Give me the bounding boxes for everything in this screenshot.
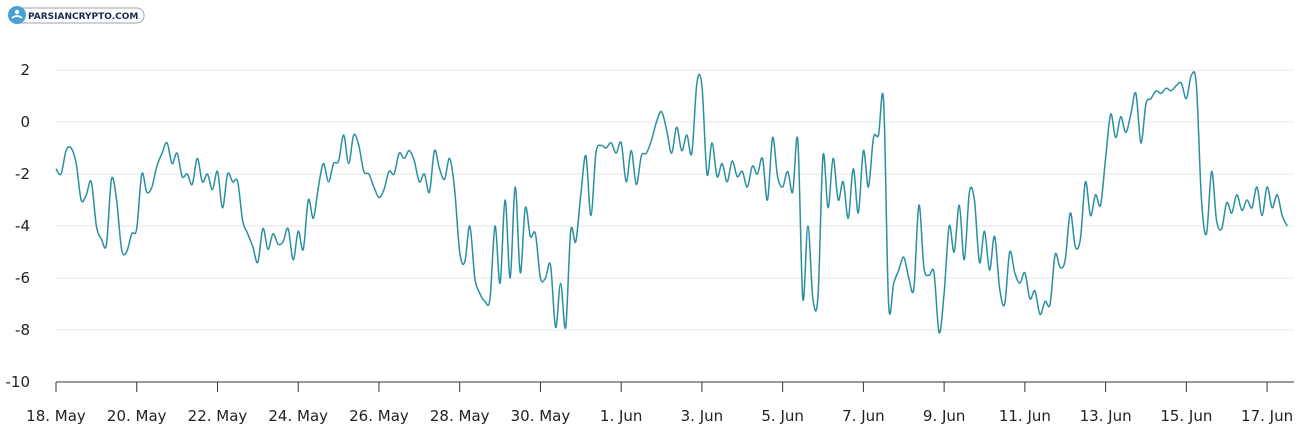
y-tick-label: 0 [20, 113, 30, 131]
watermark-svg: PARSIANCRYPTO.COM [8, 6, 145, 24]
y-tick-label: -2 [15, 165, 30, 183]
watermark-emblem-dot-icon [14, 9, 20, 15]
series-layer [55, 71, 1288, 334]
x-tick-label: 9. Jun [923, 407, 966, 425]
grid-lines [56, 69, 1294, 331]
y-tick-label: -4 [15, 217, 30, 235]
y-tick-label: -10 [6, 373, 31, 391]
x-tick-label: 28. May [430, 407, 490, 425]
series-line [55, 71, 1288, 334]
x-tick-label: 24. May [268, 407, 328, 425]
y-tick-label: 2 [20, 61, 30, 79]
x-tick-label: 15. Jun [1160, 407, 1212, 425]
y-axis-labels: 2 0 -2 -4 -6 -8 -10 [6, 61, 31, 391]
x-axis: 18. May 20. May 22. May 24. May 26. May 28. M… [26, 381, 1294, 425]
x-tick-label: 30. May [511, 407, 571, 425]
watermark-text: PARSIANCRYPTO.COM [28, 12, 138, 22]
x-tick-label: 1. Jun [600, 407, 643, 425]
watermark-emblem-icon [8, 6, 26, 24]
x-tick-label: 11. Jun [999, 407, 1051, 425]
watermark-logo: PARSIANCRYPTO.COM [6, 4, 146, 26]
x-tick-label: 26. May [349, 407, 409, 425]
x-tick-label: 7. Jun [842, 407, 885, 425]
x-tick-label: 22. May [188, 407, 248, 425]
x-tick-label: 17. Jun [1241, 407, 1293, 425]
x-tick-label: 5. Jun [761, 407, 804, 425]
x-tick-label: 3. Jun [681, 407, 724, 425]
y-tick-label: -6 [15, 269, 30, 287]
x-tick-label: 18. May [26, 407, 86, 425]
x-tick-label: 13. Jun [1080, 407, 1132, 425]
watermark-emblem-arc-icon [11, 15, 23, 19]
x-tick-label: 20. May [107, 407, 167, 425]
y-tick-label: -8 [15, 321, 30, 339]
